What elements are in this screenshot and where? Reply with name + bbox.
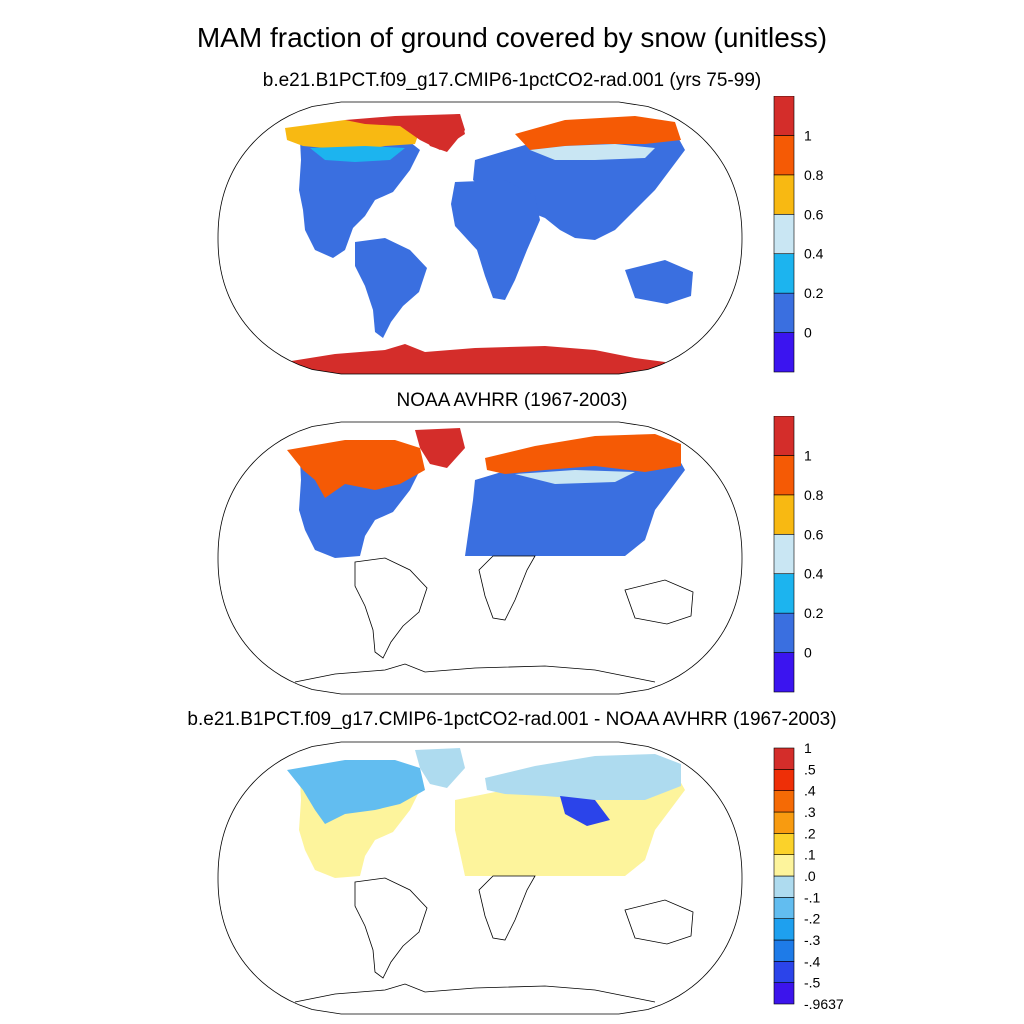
colorbar-swatch: [773, 135, 795, 176]
colorbar-diff: 1 .5 .4 .3 .2 .1 .0 -.1 -.2 -.3 -.4 -.5 -.9637: [773, 740, 844, 1012]
colorbar-swatch: [773, 96, 795, 136]
colorbar-swatch: [773, 897, 795, 919]
colorbar-label: 0.4: [804, 246, 824, 262]
outline-australia: [624, 579, 694, 625]
eurasia-obs-snow: [485, 434, 681, 474]
na-snow-mid: [310, 146, 405, 162]
colorbar-label: -.2: [804, 911, 821, 927]
colorbar-label: 0: [804, 325, 812, 341]
map-diff: [217, 741, 743, 1015]
africa-region: [451, 180, 540, 300]
colorbar-swatch: [773, 332, 795, 373]
eurasia-snow-mid: [530, 144, 655, 160]
colorbar-model: 0 0.2 0.4 0.6 0.8 1: [773, 96, 824, 373]
australia-region: [625, 260, 693, 304]
south-america-region: [355, 238, 427, 338]
colorbar-swatch: [773, 769, 795, 791]
colorbar-label: 0.8: [804, 487, 824, 503]
greenland-obs: [415, 428, 465, 468]
colorbar-label: -.3: [804, 932, 821, 948]
colorbar-label: 1: [804, 127, 812, 143]
colorbar-obs: 0 0.2 0.4 0.6 0.8 1: [773, 416, 824, 693]
colorbar-label: .3: [804, 804, 816, 820]
colorbar-swatch: [773, 174, 795, 215]
colorbar-swatch: [773, 213, 795, 255]
colorbar-label: 0.6: [804, 206, 824, 222]
colorbar-swatch: [773, 612, 795, 653]
eurasia-snow-high: [515, 116, 681, 150]
colorbar-swatch: [773, 939, 795, 962]
colorbar-swatch: [773, 875, 795, 898]
panel-title-obs: NOAA AVHRR (1967-2003): [396, 390, 628, 411]
greenland-region: [415, 114, 465, 152]
outline-australia-diff: [624, 899, 694, 945]
colorbar-label: 0.2: [804, 605, 824, 621]
colorbar-label: 1: [804, 740, 812, 756]
outline-south-america-diff: [354, 877, 428, 979]
panel-title-model: b.e21.B1PCT.f09_g17.CMIP6-1pctCO2-rad.00…: [262, 70, 762, 91]
colorbar-label: 1: [804, 447, 812, 463]
outline-south-america: [354, 557, 428, 659]
colorbar-swatch: [773, 652, 795, 693]
colorbar-swatch: [773, 455, 795, 496]
colorbar-swatch: [773, 961, 795, 983]
colorbar-swatch: [773, 292, 795, 333]
outline-africa: [478, 555, 536, 621]
colorbar-swatch: [773, 811, 795, 834]
outline-antarctica-diff: [294, 983, 656, 1003]
na-diff-neg: [287, 760, 425, 824]
colorbar-swatch: [773, 854, 795, 877]
colorbar-label: -.4: [804, 953, 821, 969]
tibet-diff-neg: [560, 796, 610, 826]
colorbar-swatch: [773, 533, 795, 575]
outline-antarctica: [294, 663, 656, 683]
colorbar-label: -.1: [804, 889, 821, 905]
na-snow-band: [285, 120, 420, 152]
colorbar-label: .1: [804, 847, 816, 863]
colorbar-swatch: [773, 416, 795, 456]
colorbar-label: -.5: [804, 975, 821, 991]
colorbar-swatch: [773, 253, 795, 294]
eurasia-obs-land: [465, 450, 685, 556]
colorbar-label: .5: [804, 761, 816, 777]
colorbar-label: -.9637: [804, 996, 844, 1012]
colorbar-swatch: [773, 918, 795, 941]
colorbar-label: 0: [804, 645, 812, 661]
colorbar-swatch: [773, 833, 795, 855]
colorbar-label: .2: [804, 825, 816, 841]
colorbar-label: .0: [804, 868, 816, 884]
colorbar-label: 0.6: [804, 526, 824, 542]
antarctica-region: [275, 344, 675, 374]
colorbar-label: 0.2: [804, 285, 824, 301]
greenland-diff: [415, 748, 465, 788]
na-obs-snow: [287, 440, 425, 498]
eurasia-obs-mid: [515, 470, 635, 484]
outline-africa-diff: [478, 875, 536, 941]
figure-title: MAM fraction of ground covered by snow (…: [196, 22, 828, 53]
colorbar-swatch: [773, 494, 795, 535]
colorbar-label: 0.8: [804, 167, 824, 183]
map-obs: [217, 421, 743, 695]
colorbar-swatch: [773, 573, 795, 614]
colorbar-label: 0.4: [804, 566, 824, 582]
panel-title-diff: b.e21.B1PCT.f09_g17.CMIP6-1pctCO2-rad.00…: [187, 709, 837, 730]
colorbar-swatch: [773, 747, 795, 770]
colorbar-label: .4: [804, 783, 816, 799]
map-model: [217, 101, 743, 375]
colorbar-swatch: [773, 790, 795, 813]
eurasia-diff-neg: [485, 754, 681, 800]
colorbar-swatch: [773, 982, 795, 1005]
